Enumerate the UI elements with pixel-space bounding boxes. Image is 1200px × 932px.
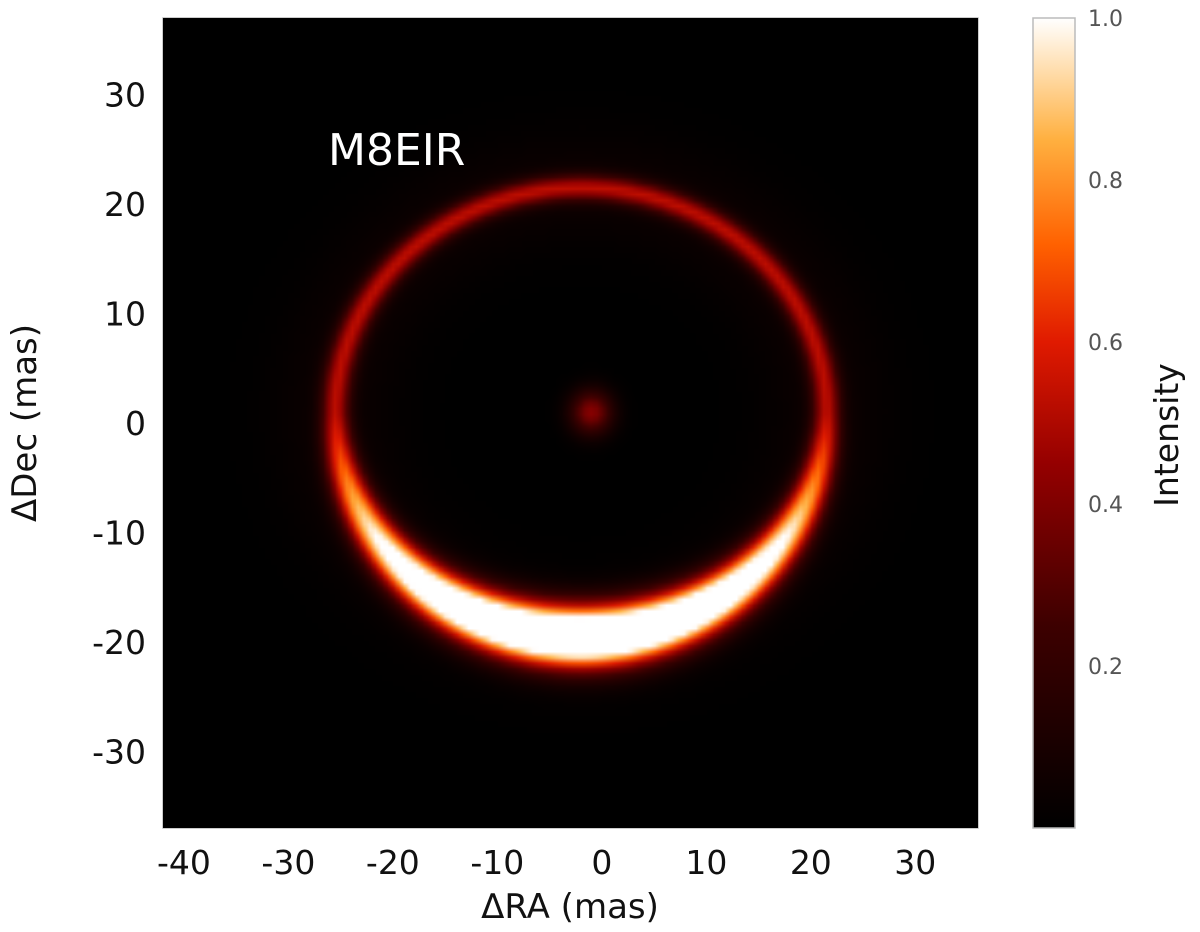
y-tick-label: -30 [92,732,146,771]
y-tick-label: 30 [104,76,146,115]
heatmap-image [163,18,978,828]
colorbar-label: Intensity [1147,363,1186,507]
colorbar-tick-label: 0.6 [1088,331,1123,356]
x-tick-labels: -40 -30 -20 -10 0 10 20 30 [157,843,936,882]
y-tick-labels: 30 20 10 0 -10 -20 -30 [92,76,146,772]
x-tick-label: -20 [366,843,420,882]
x-tick-label: -30 [261,843,315,882]
x-tick-label: 20 [790,843,832,882]
y-tick-label: 0 [125,404,146,443]
x-tick-label: 30 [894,843,936,882]
y-tick-label: -20 [92,623,146,662]
colorbar-tick-labels: 1.0 0.8 0.6 0.4 0.2 [1088,7,1123,680]
x-tick-label: -40 [157,843,211,882]
x-tick-label: -10 [470,843,524,882]
y-axis-label: ΔDec (mas) [5,324,45,522]
colorbar-tick-label: 1.0 [1088,7,1123,32]
x-tick-label: 0 [591,843,612,882]
source-label: M8EIR [328,125,465,176]
x-axis-label: ΔRA (mas) [481,887,659,927]
colorbar [1032,17,1076,829]
y-tick-label: 10 [104,295,146,334]
colorbar-tick-label: 0.2 [1088,655,1123,680]
colorbar-tick-label: 0.4 [1088,493,1123,518]
colorbar-tick-label: 0.8 [1088,169,1123,194]
y-tick-label: -10 [92,513,146,552]
x-tick-label: 10 [685,843,727,882]
y-tick-label: 20 [104,185,146,224]
